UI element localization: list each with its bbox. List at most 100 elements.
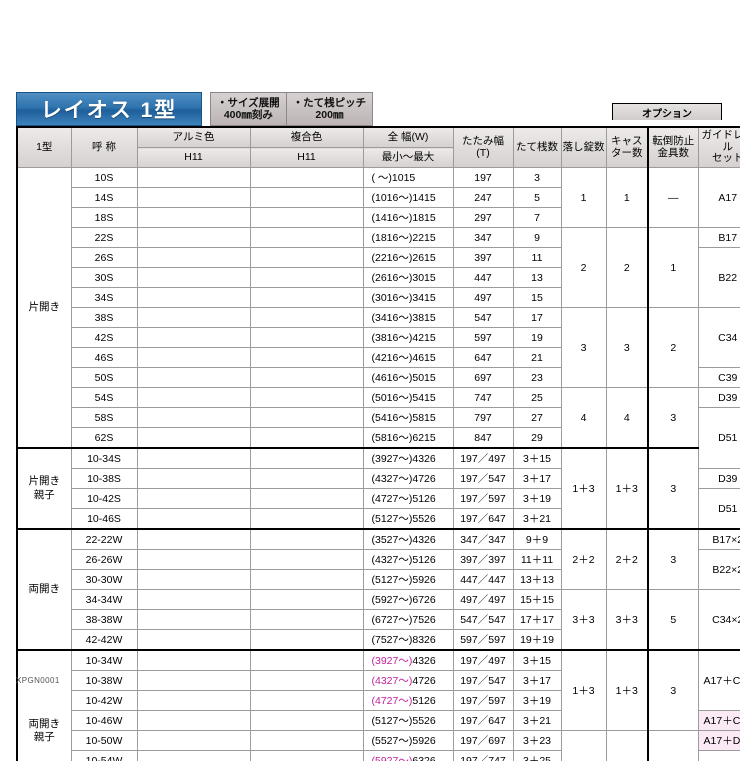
section-kind-label: 片開き 親子 — [16, 447, 72, 530]
cell-vert-count: 3＋17 — [512, 468, 562, 489]
cell-name: 54S — [70, 387, 138, 408]
cell-overall-width: (1816～)2215 — [362, 227, 454, 248]
cell-name: 10-38S — [70, 468, 138, 489]
cell-fold-width: 197／597 — [452, 690, 514, 711]
cell-guide-rail-set: D39 — [697, 468, 740, 489]
cell-overall-width: (2216～)2615 — [362, 247, 454, 268]
header-kind: 1型 — [16, 126, 72, 168]
cell-vert-count: 3＋19 — [512, 488, 562, 509]
cell-name: 30-30W — [70, 569, 138, 590]
specification-table: 1型 呼 称 アルミ色 複合色 全 幅(W) たたみ幅 (T) たて桟数 落し錠… — [16, 126, 740, 761]
cell-name: 22-22W — [70, 528, 138, 550]
cell-name: 18S — [70, 207, 138, 228]
cell-composite-color — [249, 710, 364, 731]
cell-guide-rail-set: A17＋D39 — [697, 730, 740, 751]
cell-vert-count: 23 — [512, 367, 562, 388]
cell-drop-lock-count: 1 — [560, 167, 607, 228]
cell-overall-width: (5127～)5926 — [362, 569, 454, 590]
header-composite-sub: H11 — [249, 147, 364, 168]
cell-alumi-color — [136, 690, 251, 711]
cell-overall-width: (5127～)5526 — [362, 508, 454, 530]
header-fold-width-main: たたみ幅 — [462, 134, 504, 147]
section-kind-label: 片開き — [16, 167, 72, 449]
cell-overall-width: (5127～)5526 — [362, 710, 454, 731]
cell-drop-lock-count: 3 — [560, 307, 607, 388]
cell-composite-color — [249, 427, 364, 449]
cell-composite-color — [249, 468, 364, 489]
header-caster: キャス ター数 — [605, 126, 649, 168]
title-note-pitch: ・たて桟ピッチ 200㎜ — [286, 92, 374, 126]
product-title: レイオス 1型 — [16, 92, 202, 126]
cell-composite-color — [249, 227, 364, 248]
cell-overall-width: (3927～)4326 — [362, 447, 454, 469]
cell-vert-count: 29 — [512, 427, 562, 449]
table-row: 10-46S (5127～)5526 197／647 3＋21 — [17, 508, 740, 530]
cell-guide-rail-set: D51 — [697, 407, 740, 469]
cell-composite-color — [249, 367, 364, 388]
title-note-size-line1: ・サイズ展開 — [217, 96, 280, 109]
cell-overall-width: (7527～)8326 — [362, 629, 454, 651]
cell-alumi-color — [136, 589, 251, 610]
cell-composite-color — [249, 287, 364, 308]
cell-fold-width: 647 — [452, 347, 514, 368]
cell-name: 34-34W — [70, 589, 138, 610]
cell-overall-width: (4216～)4615 — [362, 347, 454, 368]
width-max: 5526 — [412, 715, 436, 727]
cell-overall-width: (5016～)5415 — [362, 387, 454, 408]
cell-overall-width: (3527～)4326 — [362, 528, 454, 550]
cell-composite-color — [249, 629, 364, 651]
cell-fold-width: 197／647 — [452, 710, 514, 731]
title-note-size: ・サイズ展開 400㎜刻み — [210, 92, 287, 126]
width-min: (5927～) — [371, 755, 413, 761]
cell-name: 10-38W — [70, 670, 138, 691]
header-alumi: アルミ色 — [136, 126, 251, 148]
cell-overall-width: (3416～)3815 — [362, 307, 454, 328]
cell-fold-width: 547 — [452, 307, 514, 328]
cell-vert-count: 3＋17 — [512, 670, 562, 691]
cell-vert-count: 3＋23 — [512, 730, 562, 751]
cell-composite-color — [249, 327, 364, 348]
cell-alumi-color — [136, 427, 251, 449]
cell-anti-tip-count: 1 — [647, 227, 699, 308]
cell-drop-lock-count: 2＋2 — [560, 528, 607, 590]
section-kind-label: 両開き 親子 — [16, 649, 72, 761]
cell-overall-width: (3927～)4326 — [362, 649, 454, 671]
cell-fold-width: 697 — [452, 367, 514, 388]
cell-anti-tip-count: 3 — [647, 387, 699, 449]
width-min: (3927～) — [371, 655, 413, 667]
cell-composite-color — [249, 447, 364, 469]
cell-alumi-color — [136, 710, 251, 731]
cell-guide-rail-set: B22 — [697, 247, 740, 308]
cell-caster-count: 3 — [605, 307, 649, 388]
cell-overall-width: (5416～)5815 — [362, 407, 454, 428]
header-name: 呼 称 — [70, 126, 138, 168]
cell-vert-count: 3＋15 — [512, 649, 562, 671]
cell-caster-count: 1＋3 — [605, 447, 649, 530]
cell-caster-count: 1＋3 — [605, 649, 649, 731]
cell-drop-lock-count: 1＋3 — [560, 447, 607, 530]
cell-fold-width: 447 — [452, 267, 514, 288]
table-row: 30S (2616～)3015 447 13 — [17, 267, 740, 288]
cell-alumi-color — [136, 347, 251, 368]
cell-alumi-color — [136, 629, 251, 651]
cell-anti-tip-count: — — [647, 167, 699, 228]
cell-composite-color — [249, 347, 364, 368]
cell-overall-width: (5816～)6215 — [362, 427, 454, 449]
cell-fold-width: 497 — [452, 287, 514, 308]
cell-vert-count: 13＋13 — [512, 569, 562, 590]
cell-fold-width: 197／547 — [452, 468, 514, 489]
cell-name: 14S — [70, 187, 138, 208]
width-min: (4727～) — [371, 695, 413, 707]
cell-alumi-color — [136, 549, 251, 570]
cell-alumi-color — [136, 327, 251, 348]
cell-fold-width: 847 — [452, 427, 514, 449]
cell-composite-color — [249, 247, 364, 268]
cell-fold-width: 197／497 — [452, 649, 514, 671]
cell-name: 10-42S — [70, 488, 138, 509]
cell-composite-color — [249, 187, 364, 208]
cell-name: 26S — [70, 247, 138, 268]
cell-fold-width: 447／447 — [452, 569, 514, 590]
cell-drop-lock-count: 3＋3 — [560, 589, 607, 651]
cell-overall-width: (3016～)3415 — [362, 287, 454, 308]
